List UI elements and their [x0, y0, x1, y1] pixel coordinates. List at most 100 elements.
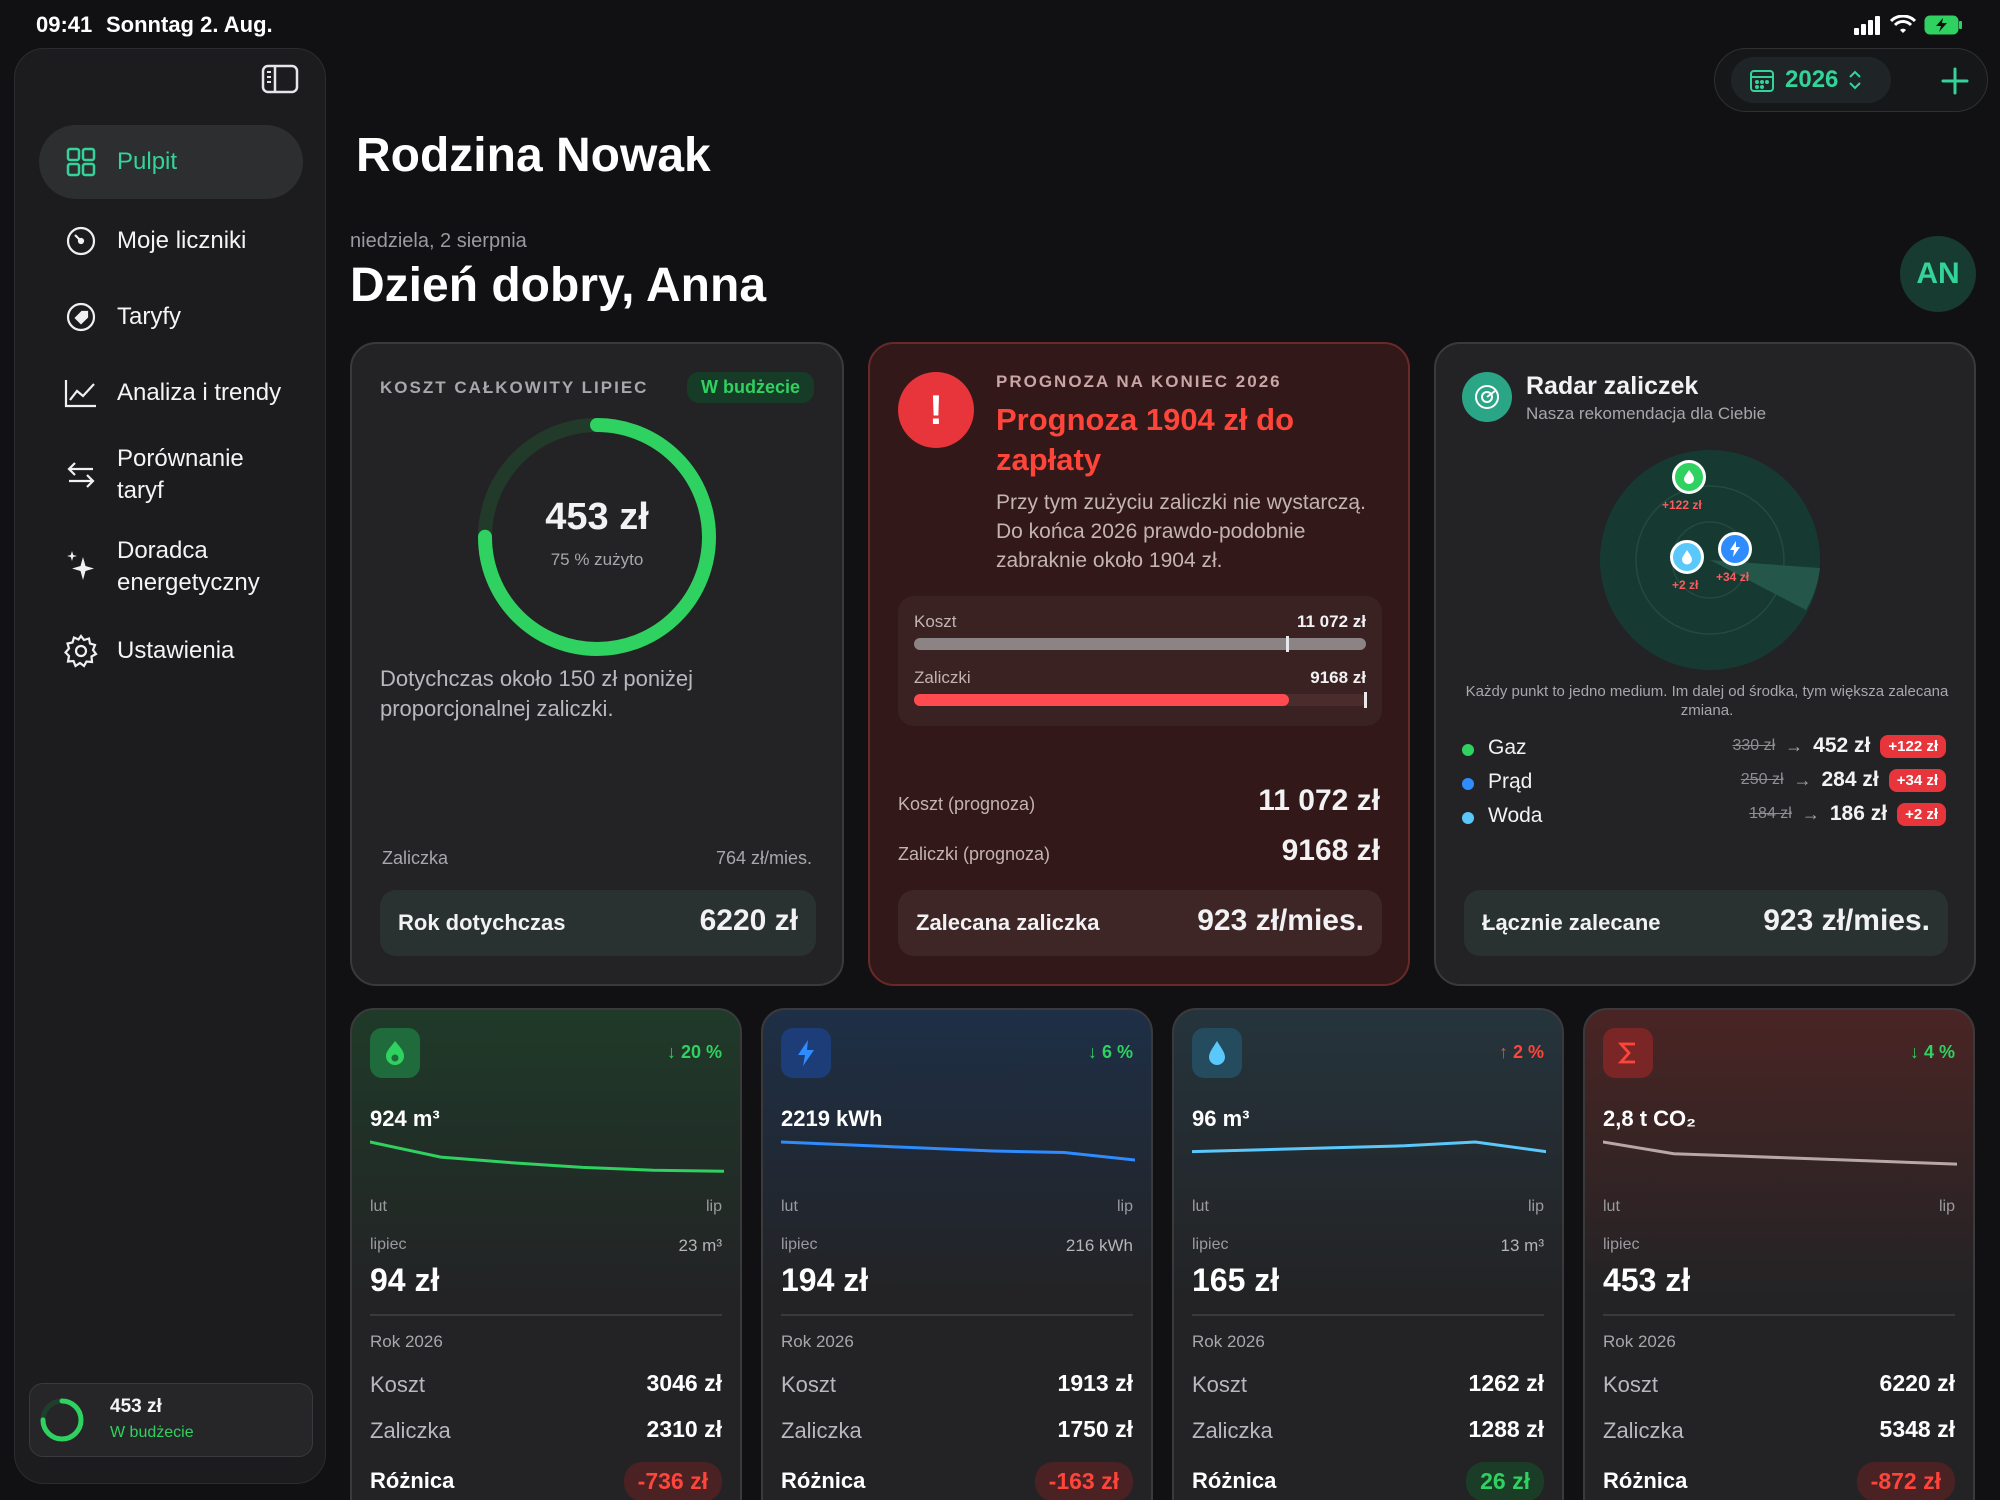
- water-point-label: +2 zł: [1672, 578, 1699, 592]
- sidebar-item-label: Analiza i trendy: [117, 379, 282, 406]
- sparkline-series: [1192, 1140, 1546, 1154]
- total-usage: 2219 kWh: [781, 1106, 883, 1131]
- radar-title: Radar zaliczek: [1526, 372, 1699, 400]
- card-radar[interactable]: Radar zaliczek Nasza rekomendacja dla Ci…: [1434, 342, 1976, 986]
- bar-cost-label: Koszt: [914, 612, 957, 631]
- utility-card-gas[interactable]: ↓ 20 % 924 m³ lut lip lipiec 23 m³ 94 zł Rok 20…: [350, 1008, 742, 1500]
- month-label: lipiec: [781, 1236, 818, 1253]
- advance-value: 5348 zł: [1879, 1416, 1955, 1442]
- utility-card-total[interactable]: ↓ 4 % 2,8 t CO₂ lut lip lipiec 453 zł Rok 2026…: [1583, 1008, 1975, 1500]
- budget-mini-status: W budżecie: [110, 1424, 194, 1441]
- cost-label: Koszt: [781, 1372, 837, 1397]
- month-cost: 194 zł: [781, 1262, 869, 1298]
- signal-icon: [1854, 16, 1880, 35]
- advance-forecast-label: Zaliczki (prognoza): [898, 844, 1051, 864]
- advance-label: Zaliczka: [1603, 1418, 1684, 1443]
- year-label: Rok 2026: [1192, 1332, 1265, 1351]
- budget-mini-value: 453 zł: [110, 1396, 162, 1417]
- diff-label: Różnica: [1603, 1468, 1688, 1493]
- sidebar-item-label: Taryfy: [117, 303, 182, 330]
- medium-dot: [1462, 744, 1474, 756]
- sidebar-item-analiza[interactable]: Analiza i trendy: [39, 375, 303, 411]
- total-box: Łącznie zalecane 923 zł/mies.: [1464, 890, 1948, 956]
- delta-chip: +34 zł: [1888, 768, 1946, 792]
- sparkline: [1192, 1140, 1546, 1154]
- forecast-bars: Koszt 11 072 zł Zaliczki 9168 zł: [898, 596, 1382, 726]
- medium-values: 250 zł → 284 zł +34 zł: [1741, 768, 1946, 792]
- total-label: Łącznie zalecane: [1482, 910, 1661, 935]
- axis-end-label: lip: [1938, 1198, 1955, 1215]
- avatar[interactable]: AN: [1900, 236, 1976, 312]
- power-point-icon[interactable]: [1718, 532, 1752, 566]
- month-usage: 23 m³: [678, 1236, 722, 1255]
- plus-icon: [1941, 67, 1969, 95]
- ytd-label: Rok dotychczas: [398, 910, 566, 935]
- sidebar-item-ustawienia[interactable]: Ustawienia: [39, 633, 303, 669]
- cost-label: Koszt: [370, 1372, 426, 1397]
- cost-bar-marker: [1286, 636, 1289, 652]
- radar-icon: [1462, 372, 1512, 422]
- month-usage: 13 m³: [1500, 1236, 1544, 1255]
- year-label: Rok 2026: [370, 1332, 443, 1351]
- delta-chip: +2 zł: [1897, 802, 1946, 826]
- cost-note: Dotychczas około 150 zł poniżej proporcj…: [380, 666, 694, 721]
- gas-point-icon[interactable]: [1672, 460, 1706, 494]
- tag-icon: [63, 299, 99, 335]
- card-label: KOSZT CAŁKOWITY LIPIEC: [380, 378, 649, 397]
- arrow-right-icon: →: [1785, 735, 1804, 756]
- add-button[interactable]: [1933, 59, 1977, 103]
- cost-value: 6220 zł: [1879, 1370, 1955, 1396]
- sidebar-item-label: Moje liczniki: [117, 227, 247, 254]
- new-value: 284 zł: [1821, 768, 1879, 791]
- water-point-icon[interactable]: [1670, 540, 1704, 574]
- gear-icon: [63, 633, 99, 669]
- status-bar: 09:41 Sonntag 2. Aug.: [0, 0, 2000, 46]
- battery-charging-icon: [1924, 15, 1962, 35]
- card-total-cost[interactable]: KOSZT CAŁKOWITY LIPIEC W budżecie 453 zł…: [350, 342, 844, 986]
- sidebar-item-taryfy[interactable]: Taryfy: [39, 299, 303, 335]
- radar-note: Każdy punkt to jedno medium. Im dalej od…: [1465, 683, 1949, 719]
- cost-forecast-value: 11 072 zł: [1258, 784, 1380, 817]
- sigma-icon: [1603, 1028, 1653, 1078]
- card-forecast[interactable]: ! PROGNOZA NA KONIEC 2026 Prognoza 1904 …: [868, 342, 1410, 986]
- budget-ring-mini: [40, 1398, 84, 1442]
- sidebar-item-liczniki[interactable]: Moje liczniki: [39, 223, 303, 259]
- year-value: 2026: [1785, 66, 1839, 93]
- status-date: Sonntag 2. Aug.: [106, 12, 273, 37]
- month-label: lipiec: [370, 1236, 407, 1253]
- sidebar-toggle-icon[interactable]: [261, 63, 301, 95]
- sidebar-item-porownanie[interactable]: Porównanie taryf: [39, 443, 279, 507]
- radar-chart: [1600, 450, 1820, 670]
- forecast-eyebrow: PROGNOZA NA KONIEC 2026: [996, 372, 1282, 391]
- month-label: lipiec: [1603, 1236, 1640, 1253]
- usage-percent: 75 % zużyto: [550, 550, 644, 569]
- new-value: 452 zł: [1813, 734, 1871, 757]
- sidebar-item-pulpit[interactable]: Pulpit: [39, 125, 303, 199]
- arrow-right-icon: →: [1801, 803, 1820, 824]
- trend-badge: ↑ 2 %: [1498, 1042, 1544, 1062]
- flame-icon: [370, 1028, 420, 1078]
- year-picker[interactable]: 2026: [1731, 57, 1891, 103]
- advance-forecast-value: 9168 zł: [1281, 834, 1380, 867]
- utility-card-water[interactable]: ↑ 2 % 96 m³ lut lip lipiec 13 m³ 165 zł Rok 202…: [1172, 1008, 1564, 1500]
- sparkline-series: [781, 1140, 1135, 1162]
- diff-label: Różnica: [781, 1468, 866, 1493]
- gauge-icon: [63, 223, 99, 259]
- medium-dot: [1462, 812, 1474, 824]
- cost-bar: [914, 638, 1366, 650]
- cost-value: 1262 zł: [1468, 1370, 1544, 1396]
- cost-value: 1913 zł: [1057, 1370, 1133, 1396]
- utility-card-power[interactable]: ↓ 6 % 2219 kWh lut lip lipiec 216 kWh 194 zł Ro…: [761, 1008, 1153, 1500]
- sidebar-item-doradca[interactable]: Doradca energetyczny: [39, 535, 279, 599]
- sidebar-budget-widget[interactable]: 453 zł W budżecie: [29, 1383, 313, 1457]
- chevron-updown-icon: [1849, 70, 1862, 90]
- status-icons: [1854, 14, 1964, 36]
- diff-pill: -163 zł: [1034, 1462, 1133, 1500]
- total-usage: 2,8 t CO₂: [1603, 1106, 1696, 1131]
- sidebar-item-label: Ustawienia: [117, 637, 235, 664]
- divider: [370, 1314, 722, 1316]
- bar-adv-label: Zaliczki: [914, 668, 971, 687]
- medium-dot: [1462, 778, 1474, 790]
- medium-name: Prąd: [1488, 770, 1533, 793]
